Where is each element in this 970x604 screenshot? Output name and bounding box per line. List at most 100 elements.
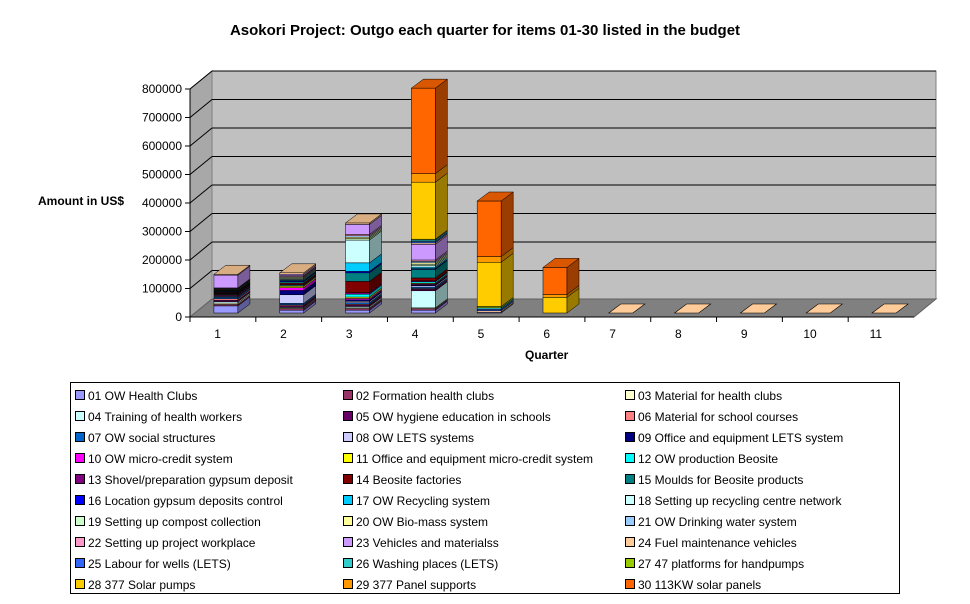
bar-segment-q4-s1 [411,309,436,314]
y-tick-label: 700000 [142,111,182,125]
legend-label: 27 47 platforms for handpumps [638,556,805,571]
legend-label: 16 Location gypsum deposits control [88,493,283,508]
legend-label: 14 Beosite factories [356,472,462,487]
legend-swatch [625,431,635,442]
legend-swatch [343,389,353,400]
bar-segment-q3-s14 [345,281,370,294]
legend-label: 02 Formation health clubs [356,388,495,403]
legend-swatch [343,431,353,442]
bar-top-q6 [542,258,580,268]
legend-item: 25 Labour for wells (LETS) [75,555,231,571]
x-tick-label: 10 [803,327,817,341]
legend-item: 29 377 Panel supports [343,576,476,592]
legend-label: 11 Office and equipment micro-credit sys… [356,451,593,466]
legend-swatch [343,494,353,505]
bar-side-q4-s28 [435,172,448,240]
legend-item: 23 Vehicles and materialss [343,534,499,550]
y-tick-label: 500000 [142,168,182,182]
legend-label: 20 OW Bio-mass system [356,514,489,529]
legend-label: 18 Setting up recycling centre network [638,493,842,508]
legend-label: 08 OW LETS systems [356,430,475,445]
legend-swatch [343,515,353,526]
bar-side-q5-s30 [500,191,514,258]
x-tick-label: 5 [478,327,485,341]
legend-item: 02 Formation health clubs [343,387,494,403]
x-tick-label: 7 [609,327,616,341]
y-tick-label: 300000 [142,225,182,239]
legend-label: 12 OW production Beosite [638,451,779,466]
bar-segment-q5-s30 [476,200,502,257]
x-tick-label: 2 [280,327,287,341]
legend-label: 03 Material for health clubs [638,388,783,403]
x-axis-label: Quarter [525,348,569,362]
chart-legend: 01 OW Health Clubs 02 Formation health cl… [70,382,900,594]
legend-item: 03 Material for health clubs [625,387,782,403]
legend-item: 14 Beosite factories [343,471,461,487]
bar-segment-q4-s29 [411,173,436,183]
bar-segment-q6-s30 [542,267,568,295]
legend-item: 06 Material for school courses [625,408,798,424]
legend-item: 10 OW micro-credit system [75,450,233,466]
y-axis-label: Amount in US$ [38,194,124,208]
bar-stack-q7 [607,303,646,314]
legend-swatch [343,473,353,484]
legend-item: 04 Training of health workers [75,408,242,424]
bar-segment-q2-s8 [279,294,304,304]
legend-item: 28 377 Solar pumps [75,576,195,592]
legend-swatch [75,473,85,484]
legend-item: 19 Setting up compost collection [75,513,261,529]
bar-segment-q1-s23 [213,274,239,289]
legend-swatch [625,515,635,526]
bar-segment-q5-s28 [476,262,502,307]
bar-segment-q3-s18 [345,239,370,264]
x-tick-label: 1 [214,327,221,341]
legend-item: 13 Shovel/preparation gypsum deposit [75,471,293,487]
legend-swatch [75,389,85,400]
legend-swatch [75,578,85,589]
x-tick-label: 3 [346,327,353,341]
bar-segment-q3-s15 [345,272,370,282]
legend-label: 01 OW Health Clubs [88,388,198,403]
legend-label: 07 OW social structures [88,430,216,445]
legend-swatch [75,431,85,442]
y-tick-label: 0 [175,310,182,324]
gridline-side [189,270,213,289]
legend-label: 22 Setting up project workplace [88,535,256,550]
legend-label: 19 Setting up compost collection [88,514,261,529]
bar-side-q5-s28 [500,252,514,307]
legend-swatch [625,473,635,484]
bar-top-q10 [805,303,844,314]
legend-swatch [75,494,85,505]
legend-label: 26 Washing places (LETS) [356,556,499,571]
bar-segment-q2-s1 [279,309,304,314]
legend-item: 15 Moulds for Beosite products [625,471,803,487]
legend-swatch [625,536,635,547]
legend-label: 25 Labour for wells (LETS) [88,556,231,571]
legend-swatch [75,536,85,547]
y-tick-label: 200000 [142,253,182,267]
bar-top-q3 [344,213,383,224]
legend-swatch [625,494,635,505]
bar-stack-q8 [673,303,712,314]
legend-item: 05 OW hygiene education in schools [343,408,551,424]
legend-item: 12 OW production Beosite [625,450,778,466]
bar-segment-q2-s10 [279,287,304,291]
legend-swatch [75,557,85,568]
bar-stack-q9 [739,303,778,314]
legend-label: 13 Shovel/preparation gypsum deposit [88,472,293,487]
bar-segment-q3-s17 [345,262,370,272]
bar-segment-q3-s1 [345,309,370,314]
legend-item: 17 OW Recycling system [343,492,490,508]
legend-swatch [343,536,353,547]
bar-top-q1 [213,264,251,275]
legend-swatch [75,452,85,463]
legend-swatch [343,452,353,463]
bar-top-q8 [673,303,712,314]
legend-swatch [625,389,635,400]
bar-segment-q6-s29 [542,294,568,298]
bar-stack-q10 [805,303,844,314]
bar-segment-q4-s15 [411,269,436,279]
bar-top-q5 [476,191,514,202]
legend-swatch [343,557,353,568]
x-tick-label: 4 [412,327,419,341]
